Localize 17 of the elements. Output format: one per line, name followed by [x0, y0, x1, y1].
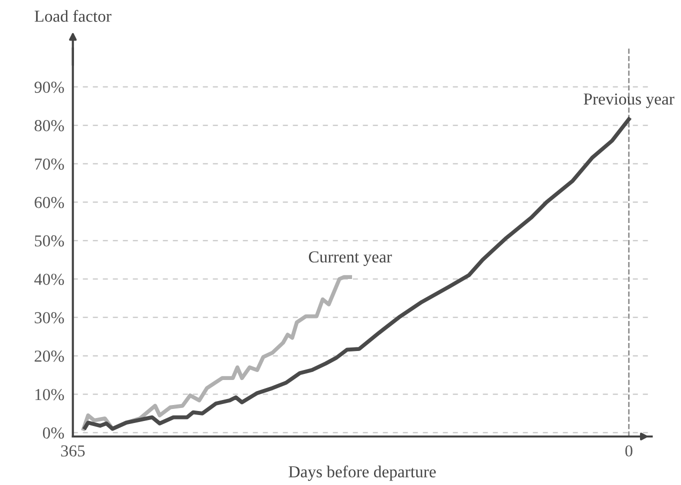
y-tick-label: 90%	[34, 82, 64, 93]
x-tick-label: 0	[625, 445, 632, 457]
y-tick-label: 30%	[34, 312, 64, 324]
x-tick-label: 365	[61, 445, 85, 457]
y-tick-label: 10%	[35, 388, 64, 400]
x-axis-title: Days before departure	[288, 466, 436, 481]
y-tick-label: 80%	[34, 120, 64, 132]
y-tick-label: 20%	[34, 350, 64, 362]
series-label: Previous year	[584, 93, 674, 108]
y-axis-title: Load factor	[34, 10, 112, 22]
y-tick-label: 70%	[35, 158, 64, 170]
y-tick-label: 0%	[42, 427, 64, 439]
y-tick-label: 40%	[34, 274, 64, 285]
y-tick-label: 60%	[34, 196, 64, 208]
line-series	[83, 117, 631, 431]
series-label: Current year	[308, 251, 392, 266]
y-tick-label: 50%	[34, 235, 64, 247]
